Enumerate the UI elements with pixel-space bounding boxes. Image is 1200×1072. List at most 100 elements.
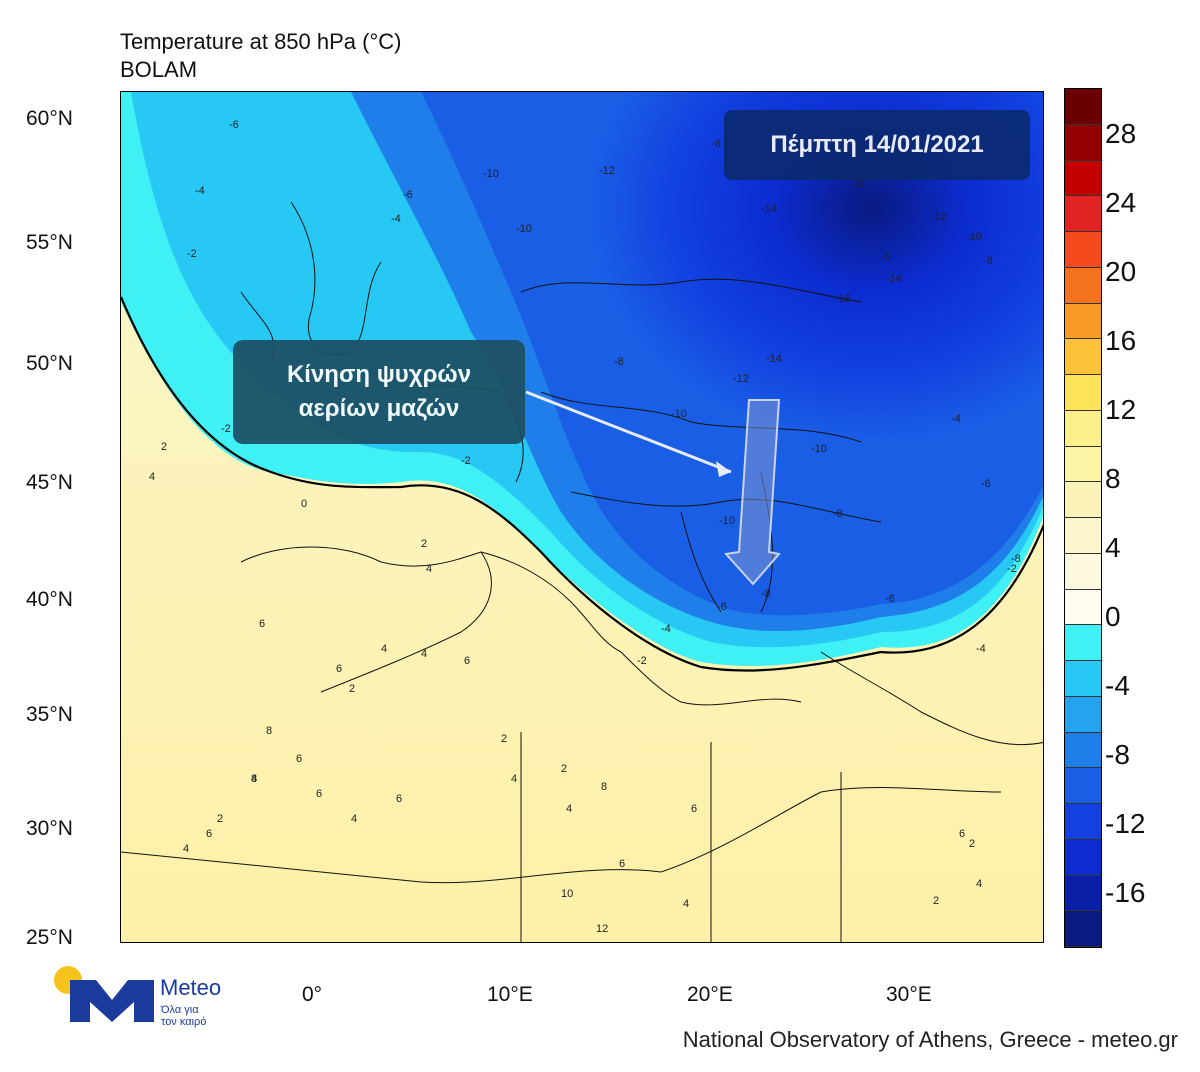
contour-label: 8 — [251, 773, 257, 785]
chart-title: Temperature at 850 hPa (°C) BOLAM — [120, 28, 402, 84]
contour-label: 0 — [301, 498, 307, 510]
contour-label: -4 — [661, 623, 671, 635]
contour-labels: -6-4 -6-4-2-2-2-10-10-8-12-14-16-16-14-12… — [149, 119, 1021, 935]
contour-label: -2 — [461, 455, 471, 467]
colorbar-label-8: 8 — [1105, 463, 1121, 494]
contour-label: -6 — [717, 601, 727, 613]
colorbar-segment — [1065, 124, 1101, 161]
lon-label-0: 0° — [302, 983, 323, 1006]
contour-label: 4 — [426, 563, 432, 575]
contour-label: 6 — [396, 793, 402, 805]
cold-air-flow-arrow — [724, 399, 781, 586]
contour-label: 2 — [501, 733, 507, 745]
contour-label: -6 — [981, 478, 991, 490]
contour-label: -2 — [187, 248, 197, 260]
colorbar-segment — [1065, 196, 1101, 232]
contour-label: 4 — [149, 471, 155, 483]
contour-label: -10 — [516, 223, 532, 235]
meteo-logo — [54, 966, 154, 1022]
contour-label: 4 — [566, 803, 572, 815]
contour-label: -16 — [835, 293, 851, 305]
contour-label: -14 — [886, 273, 902, 285]
lat-label-30n: 30°N — [26, 817, 73, 840]
logo-tagline-1: Όλα για — [161, 1004, 199, 1016]
contour-label: 2 — [969, 838, 975, 850]
contour-label: -10 — [811, 443, 827, 455]
contour-label: 4 — [421, 648, 427, 660]
colorbar-segment — [1065, 339, 1101, 375]
colorbar-label-minus-12: -12 — [1105, 808, 1146, 839]
lat-label-35n: 35°N — [26, 703, 73, 726]
annotation-line-1: Κίνηση ψυχρών — [286, 361, 472, 388]
contour-label: -4 — [391, 213, 401, 225]
contour-label: 2 — [349, 683, 355, 695]
colorbar-segment — [1065, 553, 1101, 590]
lon-label-10e: 10°E — [487, 983, 533, 1006]
contour-label: 2 — [217, 813, 223, 825]
colorbar-segment — [1065, 446, 1101, 483]
annotation-pointer-arrow — [525, 390, 732, 474]
colorbar-label-16: 16 — [1105, 325, 1137, 356]
contour-label: -8 — [761, 588, 771, 600]
contour-label: 2 — [933, 895, 939, 907]
contour-label: -12 — [931, 211, 947, 223]
lat-label-50n: 50°N — [26, 352, 73, 375]
contour-label: -10 — [671, 408, 687, 420]
contour-label: -8 — [833, 508, 843, 520]
colorbar-segment — [1065, 875, 1101, 912]
contour-label: 4 — [351, 813, 357, 825]
map-canvas: -6-4 -6-4-2-2-2-10-10-8-12-14-16-16-14-12… — [121, 92, 1043, 942]
logo-name: Meteo — [160, 975, 222, 1000]
colorbar — [1064, 88, 1102, 948]
contour-label: 4 — [683, 898, 689, 910]
contour-label: -12 — [733, 373, 749, 385]
title-line-2: BOLAM — [120, 57, 198, 82]
lat-label-40n: 40°N — [26, 588, 73, 611]
contour-label: 6 — [296, 753, 302, 765]
contour-label: 6 — [259, 618, 265, 630]
contour-label: 6 — [464, 655, 470, 667]
annotation-box: Κίνηση ψυχρών αερίων μαζών — [233, 340, 525, 444]
contour-label: 6 — [316, 788, 322, 800]
contour-label: 4 — [183, 843, 189, 855]
colorbar-label-28: 28 — [1105, 118, 1137, 149]
contour-label: 10 — [561, 888, 573, 900]
contour-label: -2 — [637, 655, 647, 667]
contour-label: 6 — [206, 828, 212, 840]
contour-label: -2 — [1007, 563, 1017, 575]
contour-label: -2 — [221, 423, 231, 435]
lat-label-60n: 60°N — [26, 107, 73, 130]
colorbar-segment — [1065, 267, 1101, 304]
contour-label: -10 — [483, 168, 499, 180]
colorbar-segment — [1065, 768, 1101, 804]
contour-label: -12 — [599, 165, 615, 177]
contour-label: 6 — [336, 663, 342, 675]
colorbar-segment — [1065, 89, 1101, 125]
contour-label: 2 — [561, 763, 567, 775]
contour-label: -6 — [229, 119, 239, 131]
logo-m-icon — [70, 980, 154, 1022]
contour-label: -4 — [195, 185, 205, 197]
contour-label: -16 — [849, 178, 865, 190]
colorbar-segment — [1065, 303, 1101, 340]
contour-label: 8 — [601, 781, 607, 793]
annotation-line-2: αερίων μαζών — [298, 395, 460, 422]
lat-label-45n: 45°N — [26, 471, 73, 494]
contour-label: 6 — [959, 828, 965, 840]
contour-label: 12 — [596, 923, 608, 935]
colorbar-label-20: 20 — [1105, 256, 1137, 287]
colorbar-segment — [1065, 482, 1101, 518]
contour-label: 8 — [266, 725, 272, 737]
zero-contour — [121, 296, 1043, 672]
colorbar-segment — [1065, 518, 1101, 554]
contour-label: 6 — [619, 858, 625, 870]
contour-label: -6 — [885, 593, 895, 605]
contour-label: 4 — [381, 643, 387, 655]
contour-label: 4 — [511, 773, 517, 785]
colorbar-segment — [1065, 589, 1101, 626]
footer-credit: National Observatory of Athens, Greece -… — [682, 1027, 1178, 1052]
lon-label-30e: 30°E — [886, 983, 932, 1006]
colorbar-label-minus-8: -8 — [1105, 739, 1130, 770]
contour-label: -4 — [976, 643, 986, 655]
cold-core — [421, 92, 1043, 616]
